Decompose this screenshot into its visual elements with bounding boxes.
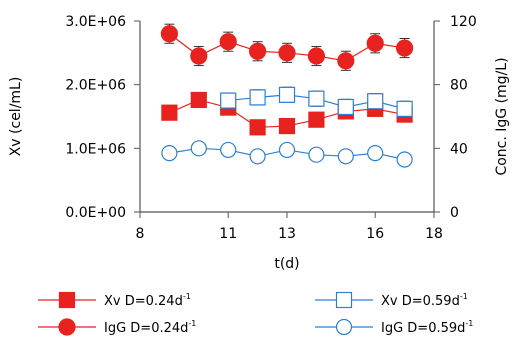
y-right-tick-label: 80 bbox=[450, 78, 468, 94]
data-point bbox=[190, 140, 207, 157]
data-point bbox=[278, 86, 296, 103]
series-igg_059 bbox=[161, 140, 413, 168]
legend-marker bbox=[58, 291, 76, 309]
data-point bbox=[249, 89, 266, 106]
data-point bbox=[249, 119, 266, 136]
legend-item-xv_059: Xv D=0.59d-1 bbox=[315, 291, 468, 309]
legend-item-igg_059: IgG D=0.59d-1 bbox=[315, 318, 473, 336]
y-axis-left-title: Xv (cel/mL) bbox=[8, 77, 24, 157]
y-left-tick-label: 2.0E+06 bbox=[65, 78, 126, 94]
data-point bbox=[307, 47, 325, 65]
y-right-tick-label: 0 bbox=[450, 205, 459, 221]
data-point bbox=[220, 92, 237, 109]
legend-label: IgG D=0.59d-1 bbox=[381, 319, 473, 336]
data-point bbox=[367, 93, 384, 110]
x-tick-label: 18 bbox=[425, 226, 443, 242]
legend-label: IgG D=0.24d-1 bbox=[104, 319, 196, 336]
data-point bbox=[308, 90, 325, 107]
series-xv_059 bbox=[220, 86, 413, 117]
x-tick-label: 16 bbox=[366, 226, 384, 242]
data-point bbox=[337, 148, 354, 165]
data-point bbox=[396, 39, 414, 57]
data-point bbox=[190, 47, 208, 65]
data-point bbox=[366, 34, 384, 52]
data-point bbox=[278, 117, 296, 135]
data-point bbox=[219, 33, 237, 51]
data-point bbox=[278, 44, 296, 62]
tick-labels: 8 11 13 16 18 0.0E+00 1.0E+06 2.0E+06 3.0E+06 0 40… bbox=[65, 14, 476, 242]
data-point bbox=[308, 146, 325, 163]
data-point bbox=[367, 145, 384, 162]
data-point bbox=[161, 104, 178, 121]
y-left-tick-label: 0.0E+00 bbox=[65, 205, 126, 221]
legend-label: Xv D=0.59d-1 bbox=[381, 292, 468, 309]
data-point bbox=[396, 100, 413, 117]
data-point bbox=[249, 42, 267, 60]
data-point bbox=[160, 25, 178, 43]
y-right-tick-label: 120 bbox=[450, 14, 477, 30]
x-tick-label: 13 bbox=[278, 226, 296, 242]
legend-marker bbox=[58, 318, 76, 336]
series bbox=[160, 23, 414, 168]
data-point bbox=[249, 148, 266, 165]
y-left-tick-label: 3.0E+06 bbox=[65, 14, 126, 30]
legend-item-igg_024: IgG D=0.24d-1 bbox=[38, 318, 196, 336]
data-point bbox=[190, 91, 207, 109]
y-right-tick-label: 40 bbox=[450, 141, 468, 157]
x-tick-label: 11 bbox=[219, 226, 237, 242]
axes bbox=[134, 20, 440, 218]
legend-marker bbox=[335, 291, 353, 309]
data-point bbox=[396, 151, 413, 168]
data-point bbox=[337, 98, 354, 116]
legend-marker bbox=[335, 318, 353, 336]
x-tick-label: 8 bbox=[136, 226, 145, 242]
data-point bbox=[220, 141, 237, 159]
legend-label: Xv D=0.24d-1 bbox=[104, 292, 191, 309]
y-axis-right-title: Conc. IgG (mg/L) bbox=[494, 57, 510, 175]
data-point bbox=[278, 141, 296, 159]
data-point bbox=[337, 52, 355, 70]
legend-item-xv_024: Xv D=0.24d-1 bbox=[38, 291, 191, 309]
legend: Xv D=0.24d-1 IgG D=0.24d-1 Xv D=0.59d-1 IgG… bbox=[38, 291, 473, 336]
series-igg_024 bbox=[160, 23, 414, 71]
data-point bbox=[308, 111, 325, 128]
data-point bbox=[161, 145, 178, 162]
x-axis-title: t(d) bbox=[274, 256, 299, 272]
y-left-tick-label: 1.0E+06 bbox=[65, 141, 126, 157]
